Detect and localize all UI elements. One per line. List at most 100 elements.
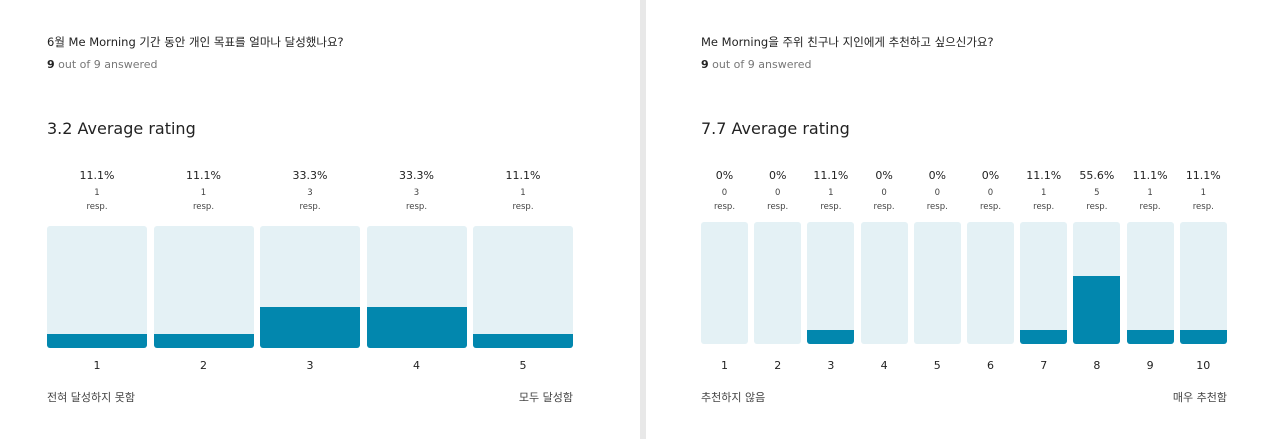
count-label: 1	[1200, 188, 1206, 198]
count-unit-label: resp.	[1086, 202, 1108, 212]
count-unit-label: resp.	[405, 202, 428, 212]
category-label: 2	[774, 359, 782, 372]
category-label: 5	[519, 359, 527, 372]
panel-divider	[640, 0, 646, 439]
bar-fill	[1073, 276, 1121, 344]
category-label: 4	[880, 359, 888, 372]
category-label: 1	[721, 359, 728, 372]
count-label: 0	[721, 188, 728, 198]
scale-low-label: 전혀 달성하지 못함	[47, 391, 135, 404]
percent-label: 0%	[715, 169, 734, 182]
answered-text: out of 9 answered	[708, 58, 812, 71]
percent-label: 33.3%	[399, 169, 434, 182]
answered-count: 9 out of 9 answered	[47, 58, 158, 71]
bar-track	[366, 226, 467, 348]
bar-column-3: 11.1% 1 resp. 3	[807, 0, 855, 439]
answered-number: 9	[47, 58, 55, 71]
percent-label: 11.1%	[1026, 169, 1062, 182]
bar-track	[1073, 222, 1121, 344]
goal-achievement-panel: 6월 Me Morning 기간 동안 개인 목표를 얼마나 달성했나요? 9 …	[47, 0, 573, 439]
count-unit-label: resp.	[192, 202, 215, 212]
bar-track	[754, 222, 802, 344]
category-label: 5	[933, 359, 941, 372]
count-unit-label: resp.	[512, 202, 534, 212]
category-label: 7	[1040, 359, 1048, 372]
bar-column-5: 0% 0 resp. 5	[913, 0, 961, 439]
bar-track	[1179, 222, 1227, 344]
bar-column-1: 0% 0 resp. 1	[701, 0, 748, 439]
percent-label: 11.1%	[505, 169, 541, 182]
percent-label: 33.3%	[292, 169, 328, 182]
bar-fill	[1020, 330, 1068, 344]
bar-column-6: 0% 0 resp. 6	[967, 0, 1014, 439]
recommendation-panel: Me Morning을 주위 친구나 지인에게 추천하고 싶으신가요? 9 ou…	[701, 0, 1227, 439]
percent-label: 0%	[768, 169, 787, 182]
percent-label: 11.1%	[813, 169, 849, 182]
bar-column-4: 0% 0 resp. 4	[860, 0, 908, 439]
count-label: 3	[413, 188, 420, 198]
bar-column-8: 55.6% 5 resp. 8	[1073, 0, 1121, 439]
bar-column-5: 11.1% 1 resp. 5	[473, 0, 573, 439]
category-label: 2	[200, 359, 207, 372]
percent-label: 0%	[875, 169, 893, 182]
average-rating: 7.7 Average rating	[701, 119, 850, 138]
count-unit-label: resp.	[873, 202, 895, 212]
percent-label: 11.1%	[79, 169, 115, 182]
count-label: 5	[1094, 188, 1100, 198]
answered-number: 9	[701, 58, 709, 71]
bar-track	[47, 226, 147, 348]
count-label: 0	[987, 188, 994, 198]
bar-fill	[473, 334, 573, 348]
count-unit-label: resp.	[86, 202, 108, 212]
scale-low-label: 추천하지 않음	[701, 391, 766, 404]
count-label: 0	[774, 188, 781, 198]
count-label: 3	[307, 188, 313, 198]
bar-fill	[260, 307, 360, 348]
count-label: 1	[94, 188, 100, 198]
category-label: 9	[1146, 359, 1154, 372]
count-label: 1	[1147, 188, 1153, 198]
bar-track	[807, 222, 855, 344]
bar-fill	[807, 330, 855, 344]
percent-label: 11.1%	[1185, 169, 1221, 182]
count-label: 1	[200, 188, 207, 198]
bar-column-4: 33.3% 3 resp. 4	[366, 0, 467, 439]
question-title: Me Morning을 주위 친구나 지인에게 추천하고 싶으신가요?	[701, 35, 994, 49]
question-title: 6월 Me Morning 기간 동안 개인 목표를 얼마나 달성했나요?	[47, 35, 344, 49]
count-label: 1	[520, 188, 526, 198]
category-label: 8	[1093, 359, 1101, 372]
category-label: 3	[827, 359, 835, 372]
percent-label: 0%	[981, 169, 1000, 182]
bar-track	[260, 226, 360, 348]
percent-label: 11.1%	[1132, 169, 1168, 182]
bar-fill	[1179, 330, 1227, 344]
category-label: 10	[1196, 359, 1211, 372]
count-unit-label: resp.	[926, 202, 948, 212]
bar-track	[1020, 222, 1068, 344]
bar-track	[153, 226, 254, 348]
bar-track	[1126, 222, 1174, 344]
bar-column-7: 11.1% 1 resp. 7	[1020, 0, 1068, 439]
count-unit-label: resp.	[1192, 202, 1214, 212]
bar-track	[913, 222, 961, 344]
count-unit-label: resp.	[713, 202, 736, 212]
category-label: 6	[987, 359, 994, 372]
percent-label: 11.1%	[186, 169, 221, 182]
rating-bar-chart: 11.1% 1 resp. 1 11.1% 1 resp. 2 33.3% 3 resp. 3 33.3…	[47, 0, 573, 439]
count-unit-label: resp.	[1033, 202, 1055, 212]
percent-label: 55.6%	[1079, 169, 1115, 182]
count-label: 1	[828, 188, 834, 198]
count-unit-label: resp.	[1139, 202, 1161, 212]
bar-fill	[47, 334, 147, 348]
bar-fill	[366, 307, 467, 348]
answered-count: 9 out of 9 answered	[701, 58, 812, 71]
average-rating: 3.2 Average rating	[47, 119, 196, 138]
bar-fill	[1126, 330, 1174, 344]
bar-track	[473, 226, 573, 348]
bar-column-2: 0% 0 resp. 2	[754, 0, 802, 439]
scale-high-label: 모두 달성함	[518, 391, 573, 404]
bar-column-2: 11.1% 1 resp. 2	[153, 0, 254, 439]
answered-text: out of 9 answered	[54, 58, 158, 71]
bar-column-10: 11.1% 1 resp. 10	[1179, 0, 1227, 439]
count-label: 1	[1040, 188, 1047, 198]
